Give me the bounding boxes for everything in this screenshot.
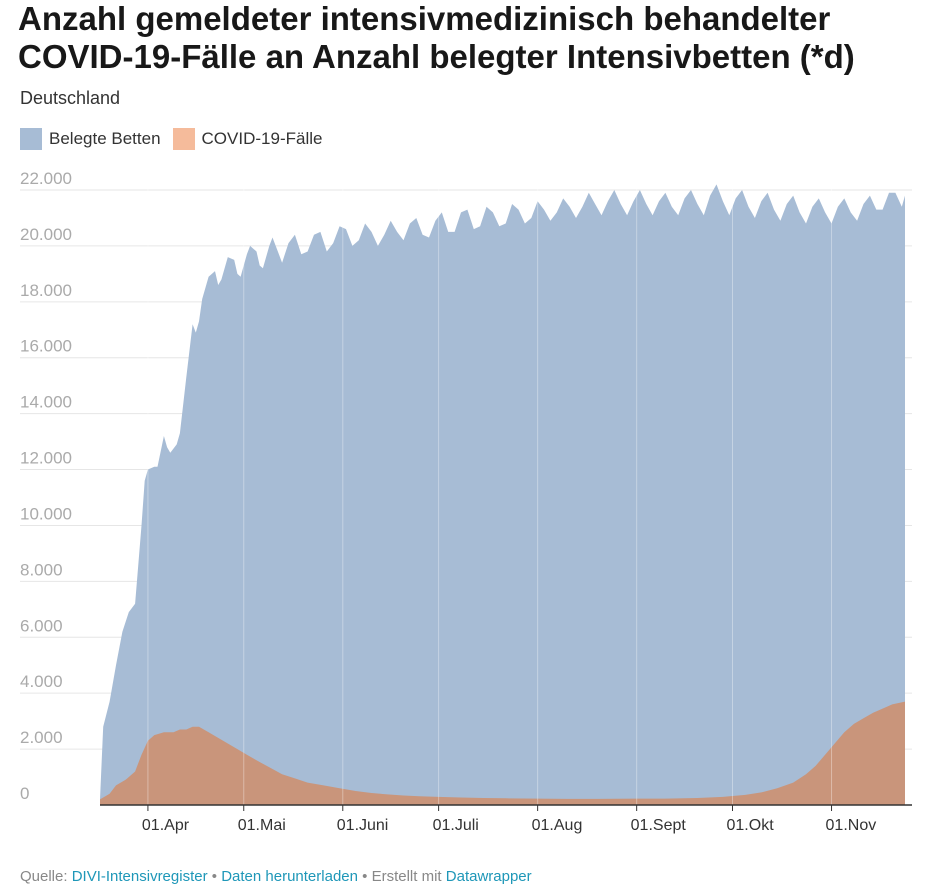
y-tick-label: 0	[20, 784, 29, 803]
footer: Quelle: DIVI-Intensivregister • Daten he…	[20, 868, 532, 885]
x-tick-label: 01.Apr	[142, 817, 190, 834]
y-tick-label: 6.000	[20, 616, 63, 635]
x-axis-labels: 01.Apr 01.Mai 01.Juni 01.Juli 01.Aug 01.Sept 0…	[142, 817, 876, 834]
area-series-beds	[100, 184, 905, 805]
x-tick-label: 01.Aug	[532, 817, 583, 834]
legend-item-covid: COVID-19-Fälle	[172, 128, 323, 150]
y-tick-label: 2.000	[20, 728, 63, 747]
download-data-link[interactable]: Daten herunterladen	[221, 868, 358, 885]
footer-separator: •	[211, 868, 218, 885]
y-tick-label: 10.000	[20, 504, 72, 523]
y-tick-label: 14.000	[20, 393, 72, 412]
legend-item-beds: Belegte Betten	[20, 128, 161, 150]
legend-label-beds: Belegte Betten	[49, 129, 161, 148]
y-tick-label: 18.000	[20, 281, 72, 300]
datawrapper-link[interactable]: Datawrapper	[445, 868, 532, 885]
x-tick-label: 01.Mai	[238, 817, 286, 834]
x-tick-label: 01.Juli	[433, 817, 479, 834]
month-lines	[100, 180, 912, 811]
x-tick-label: 01.Nov	[826, 817, 877, 834]
area-series-covid	[100, 701, 905, 805]
legend-swatch-covid	[172, 128, 195, 150]
legend: Belegte Betten COVID-19-Fälle	[20, 128, 334, 150]
chart-title: Anzahl gemeldeter intensivmedizinisch be…	[18, 0, 855, 75]
source-label: Quelle:	[20, 868, 68, 885]
y-tick-label: 12.000	[20, 449, 72, 468]
legend-label-covid: COVID-19-Fälle	[201, 129, 323, 148]
source-link[interactable]: DIVI-Intensivregister	[71, 868, 208, 885]
x-tick-label: 01.Sept	[631, 817, 687, 834]
y-tick-label: 16.000	[20, 337, 72, 356]
y-axis-labels: 0 2.000 4.000 6.000 8.000 10.000 12.000 14.000 1…	[20, 169, 72, 803]
legend-swatch-beds	[20, 128, 42, 150]
areas	[100, 184, 905, 805]
x-tick-label: 01.Juni	[337, 817, 389, 834]
chart-subtitle: Deutschland	[20, 88, 121, 108]
x-tick-label: 01.Okt	[727, 817, 775, 834]
footer-separator: •	[362, 868, 368, 885]
y-tick-label: 20.000	[20, 225, 72, 244]
y-tick-label: 8.000	[20, 560, 63, 579]
y-tick-label: 4.000	[20, 672, 63, 691]
y-tick-label: 22.000	[20, 169, 72, 188]
created-with-text: Erstellt mit	[371, 868, 442, 885]
